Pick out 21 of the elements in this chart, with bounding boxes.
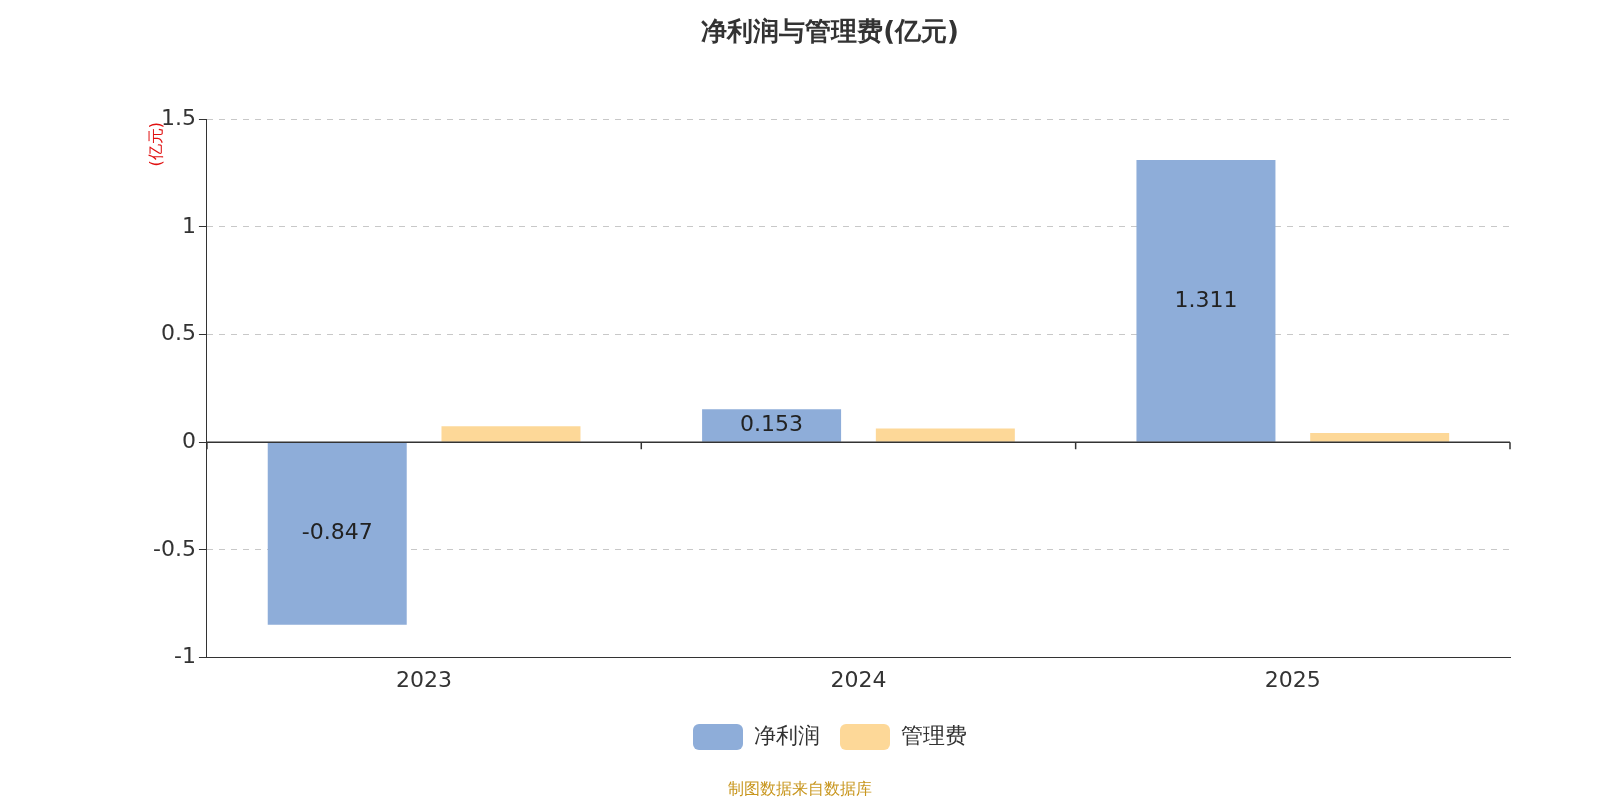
data-label: -0.847 (301, 519, 373, 545)
x-tick-label: 2023 (396, 666, 453, 692)
y-tick-label: -0.5 (152, 535, 196, 561)
bar (1310, 432, 1450, 442)
y-tick-label: 1 (181, 212, 196, 238)
legend-label: 净利润 (754, 722, 820, 748)
x-tick-label: 2025 (1264, 666, 1321, 692)
bar (441, 426, 581, 442)
bar (267, 442, 407, 625)
y-tick-label: 0 (181, 427, 196, 453)
data-label: 0.153 (740, 411, 804, 437)
y-tick-label: -1 (173, 643, 196, 669)
chart-title: 净利润与管理费(亿元) (701, 16, 959, 47)
bar (702, 409, 842, 442)
text: 制图数据来自数据库 (728, 779, 872, 799)
data-label: 1.311 (1174, 286, 1238, 312)
y-tick-label: 0.5 (160, 320, 196, 346)
bar (1136, 159, 1276, 442)
bar (875, 428, 1015, 442)
legend-label: 管理费 (901, 722, 967, 748)
x-tick-label: 2024 (830, 666, 887, 692)
